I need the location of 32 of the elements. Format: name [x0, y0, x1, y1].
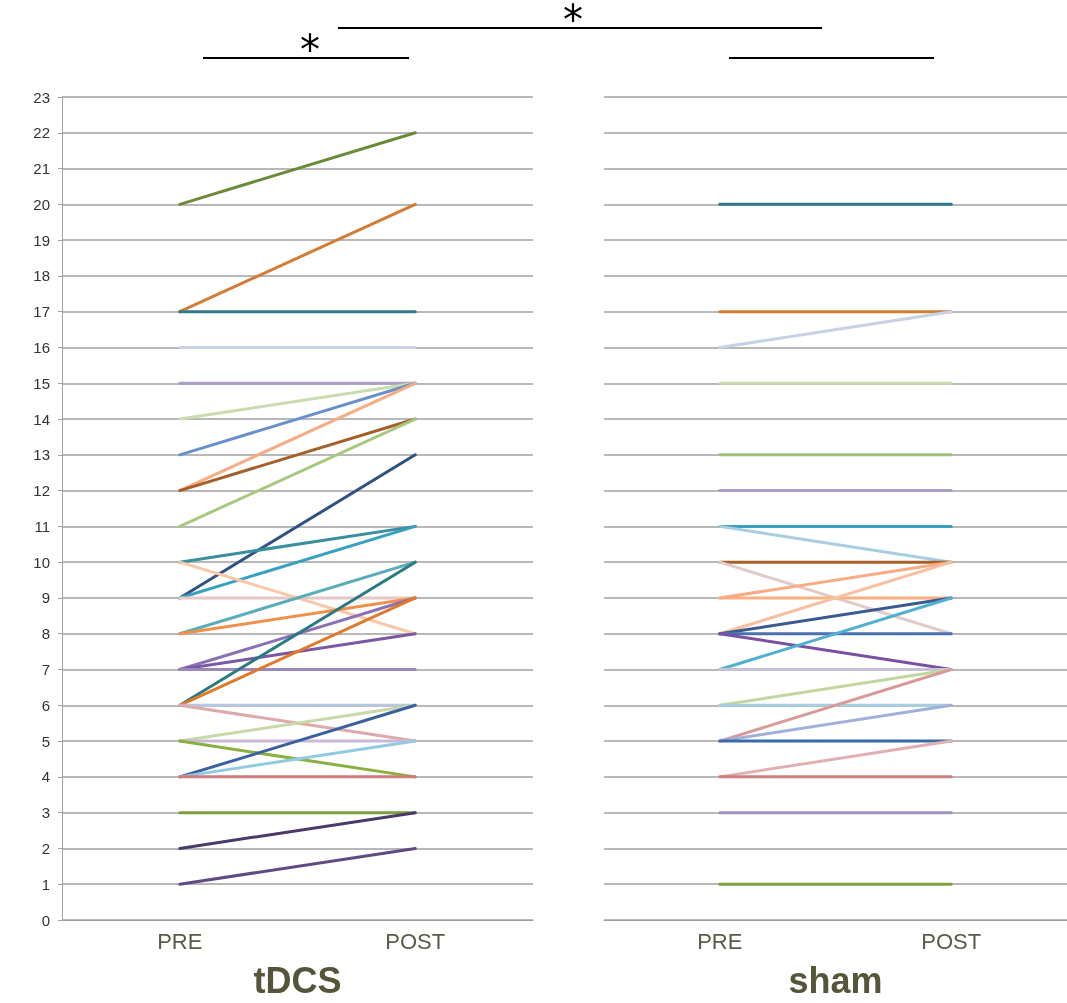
y-tick-label: 17: [33, 303, 50, 321]
y-tick-label: 6: [41, 696, 50, 714]
y-tick-label: 12: [33, 482, 50, 500]
y-tick-label: 20: [33, 195, 50, 213]
x-axis-title: sham: [788, 959, 883, 1001]
x-tick-label: POST: [385, 928, 446, 954]
text: *: [300, 27, 320, 73]
y-tick-label: 10: [33, 553, 50, 571]
y-tick-label: 0: [41, 911, 50, 929]
y-tick-label: 14: [33, 410, 50, 428]
text: *: [563, 0, 583, 43]
y-tick-label: 8: [41, 625, 50, 643]
y-tick-label: 16: [33, 338, 50, 356]
x-tick-label: PRE: [697, 928, 743, 954]
x-axis-title: tDCS: [253, 959, 342, 1001]
x-tick-label: PRE: [157, 928, 203, 954]
y-tick-label: 15: [33, 374, 50, 392]
y-tick-label: 3: [41, 804, 50, 822]
y-tick-label: 18: [33, 267, 50, 285]
x-tick-label: POST: [921, 928, 982, 954]
y-tick-label: 21: [33, 160, 50, 178]
y-tick-label: 23: [33, 88, 50, 106]
y-tick-label: 1: [41, 875, 50, 893]
y-tick-label: 5: [41, 732, 50, 750]
y-tick-label: 2: [41, 839, 50, 857]
y-tick-label: 4: [41, 768, 50, 786]
y-tick-label: 7: [41, 661, 50, 679]
y-tick-label: 19: [33, 231, 50, 249]
y-tick-label: 22: [33, 124, 50, 142]
y-tick-label: 11: [34, 517, 50, 535]
y-tick-label: 13: [33, 446, 50, 464]
y-tick-label: 9: [41, 589, 50, 607]
